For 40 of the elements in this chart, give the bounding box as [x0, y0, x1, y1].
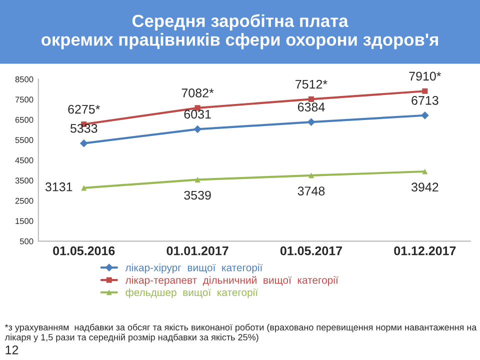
- legend-label: лікар-терапевт дільничний вищої категорії: [125, 276, 338, 286]
- point: [308, 172, 314, 178]
- y-tick-label: 4500: [15, 157, 34, 164]
- point: [422, 168, 428, 174]
- point: [308, 96, 314, 102]
- point: [307, 118, 316, 126]
- y-tick-label: 7500: [15, 96, 34, 103]
- x-tick-label: 01.05.2016: [53, 246, 115, 256]
- x-tick-label: 01.01.2017: [166, 246, 228, 256]
- legend-label: фельдшер вищої категорії: [126, 288, 258, 298]
- text: *з урахуванням надбавки за обсяг та якість виконаної роботи (враховано перевищення норми навантаження на лікаря у 1,5 рази та середній розмір надбавки за якість 25%): [4, 324, 477, 342]
- data-label: 3942: [412, 182, 438, 192]
- y-tick-label: 8500: [15, 76, 34, 82]
- legend-label: лікар-хірург вищої категорії: [125, 264, 263, 274]
- y-tick-label: 500: [20, 238, 34, 244]
- y-tick-label: 2500: [15, 198, 34, 204]
- data-label: 6275*: [68, 104, 100, 114]
- point: [422, 88, 428, 94]
- y-tick-label: 3500: [15, 178, 34, 184]
- point: [194, 125, 202, 134]
- data-label: 3131: [45, 182, 72, 192]
- data-label: 7512*: [296, 80, 328, 89]
- data-label: 6031: [184, 110, 211, 119]
- x-tick-label: 01.05.2017: [280, 246, 342, 256]
- point: [80, 139, 88, 148]
- data-label: 3539: [184, 190, 211, 200]
- data-label: 5333: [70, 124, 98, 133]
- data-label: 7910*: [409, 72, 442, 81]
- data-label: 3748: [298, 186, 325, 196]
- x-tick-label: 01.12.2017: [394, 246, 456, 256]
- y-tick-label: 6500: [15, 116, 34, 123]
- data-label: 6384: [298, 102, 325, 112]
- y-tick-label: 1500: [16, 218, 34, 224]
- data-label: 6713: [412, 96, 438, 105]
- point: [194, 176, 200, 182]
- text: 12: [6, 346, 18, 354]
- point: [421, 111, 429, 120]
- chart-title: Середня заробітна плата окремих працівників сфери охорони здоров'я: [42, 14, 438, 50]
- data-label: 7082*: [182, 88, 214, 98]
- y-tick-label: 5500: [15, 137, 34, 144]
